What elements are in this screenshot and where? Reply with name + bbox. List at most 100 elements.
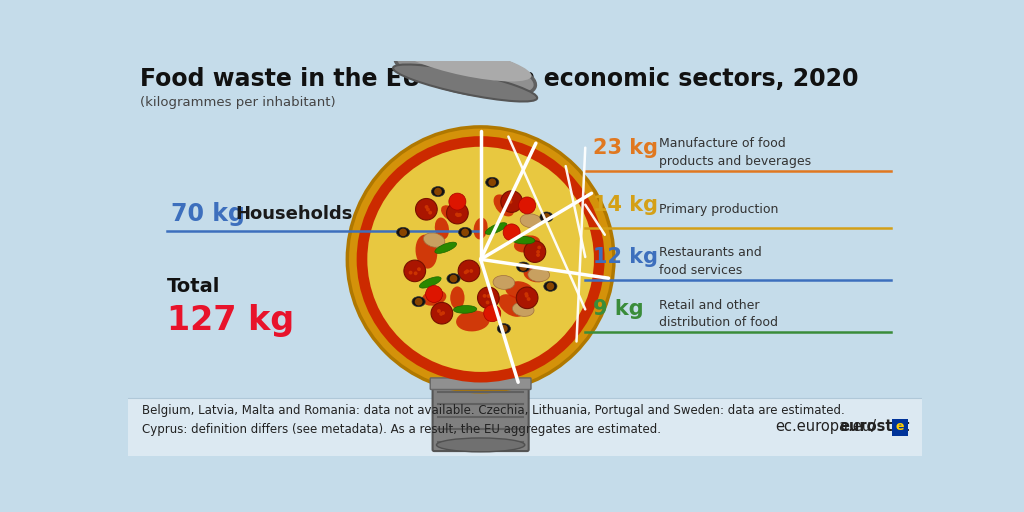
Ellipse shape <box>420 277 441 288</box>
Circle shape <box>516 287 538 309</box>
Circle shape <box>450 275 458 283</box>
Circle shape <box>537 253 540 257</box>
Circle shape <box>465 269 469 273</box>
Text: Restaurants and
food services: Restaurants and food services <box>658 246 762 277</box>
Circle shape <box>426 208 430 211</box>
Circle shape <box>501 191 522 212</box>
Circle shape <box>425 205 428 209</box>
Circle shape <box>458 260 480 282</box>
Circle shape <box>446 202 468 224</box>
Circle shape <box>431 303 453 324</box>
Circle shape <box>439 312 443 316</box>
Circle shape <box>525 294 528 298</box>
Circle shape <box>500 325 508 332</box>
Text: ec.europa.eu/: ec.europa.eu/ <box>775 419 877 434</box>
Circle shape <box>477 287 500 309</box>
Text: 70 kg: 70 kg <box>171 202 245 226</box>
Ellipse shape <box>505 281 534 299</box>
Circle shape <box>524 292 528 296</box>
Circle shape <box>486 294 490 298</box>
Circle shape <box>434 188 442 196</box>
Ellipse shape <box>523 267 546 283</box>
Ellipse shape <box>412 296 425 307</box>
Circle shape <box>509 200 512 204</box>
Ellipse shape <box>454 306 477 313</box>
Circle shape <box>403 260 426 282</box>
Circle shape <box>441 311 445 315</box>
Circle shape <box>449 193 466 210</box>
Ellipse shape <box>512 303 535 316</box>
Circle shape <box>503 224 520 241</box>
Ellipse shape <box>514 236 541 252</box>
Text: Total: Total <box>167 277 220 296</box>
Circle shape <box>538 246 541 249</box>
Circle shape <box>482 294 486 298</box>
Circle shape <box>488 179 496 186</box>
Ellipse shape <box>485 223 507 234</box>
Circle shape <box>519 263 527 271</box>
Circle shape <box>509 197 512 200</box>
FancyBboxPatch shape <box>128 398 922 456</box>
Circle shape <box>461 228 469 236</box>
Circle shape <box>399 228 407 236</box>
Circle shape <box>524 241 546 263</box>
Text: 14 kg: 14 kg <box>593 195 658 215</box>
Ellipse shape <box>416 234 437 269</box>
Text: (kilogrammes per inhabitant): (kilogrammes per inhabitant) <box>139 96 335 109</box>
Text: Belgium, Latvia, Malta and Romania: data not available. Czechia, Lithuania, Port: Belgium, Latvia, Malta and Romania: data… <box>142 404 845 417</box>
Circle shape <box>456 214 460 217</box>
Ellipse shape <box>494 195 514 217</box>
FancyBboxPatch shape <box>892 419 907 436</box>
Text: Primary production: Primary production <box>658 203 778 216</box>
Circle shape <box>469 269 473 273</box>
Ellipse shape <box>474 218 487 240</box>
Circle shape <box>417 267 421 271</box>
Text: Cyprus: definition differs (see metadata). As a result, the EU aggregates are es: Cyprus: definition differs (see metadata… <box>142 423 660 436</box>
Circle shape <box>526 297 530 301</box>
Circle shape <box>368 147 594 372</box>
Circle shape <box>455 212 459 217</box>
Text: e: e <box>896 420 904 433</box>
Ellipse shape <box>396 227 410 238</box>
Ellipse shape <box>451 286 465 309</box>
Ellipse shape <box>422 290 446 306</box>
Ellipse shape <box>424 233 444 247</box>
Text: Food waste in the EU by main economic sectors, 2020: Food waste in the EU by main economic se… <box>139 67 858 91</box>
Circle shape <box>414 271 418 275</box>
Circle shape <box>356 136 604 382</box>
FancyBboxPatch shape <box>432 382 528 451</box>
Circle shape <box>428 211 432 215</box>
Ellipse shape <box>528 268 550 282</box>
Ellipse shape <box>459 227 472 238</box>
Ellipse shape <box>395 46 536 97</box>
Circle shape <box>537 250 540 254</box>
Circle shape <box>485 301 489 304</box>
Text: Households: Households <box>234 205 352 223</box>
Circle shape <box>415 298 423 306</box>
Ellipse shape <box>517 262 529 272</box>
Text: 9 kg: 9 kg <box>593 300 644 319</box>
Circle shape <box>426 286 442 303</box>
Circle shape <box>547 283 554 290</box>
Text: 12 kg: 12 kg <box>593 247 658 267</box>
Text: 127 kg: 127 kg <box>167 305 294 337</box>
Ellipse shape <box>446 273 460 284</box>
Text: 23 kg: 23 kg <box>593 138 658 158</box>
FancyBboxPatch shape <box>430 378 531 390</box>
Ellipse shape <box>398 43 531 81</box>
Ellipse shape <box>485 177 499 187</box>
Circle shape <box>507 200 511 204</box>
Ellipse shape <box>493 275 515 289</box>
Circle shape <box>409 271 413 274</box>
Circle shape <box>437 309 441 313</box>
Ellipse shape <box>435 242 457 253</box>
Circle shape <box>483 305 501 322</box>
Ellipse shape <box>520 214 542 228</box>
Ellipse shape <box>544 281 557 291</box>
Ellipse shape <box>431 186 444 197</box>
Ellipse shape <box>540 212 553 222</box>
Ellipse shape <box>435 218 449 240</box>
Ellipse shape <box>498 324 510 334</box>
Ellipse shape <box>512 236 535 244</box>
Text: Manufacture of food
products and beverages: Manufacture of food products and beverag… <box>658 137 811 167</box>
